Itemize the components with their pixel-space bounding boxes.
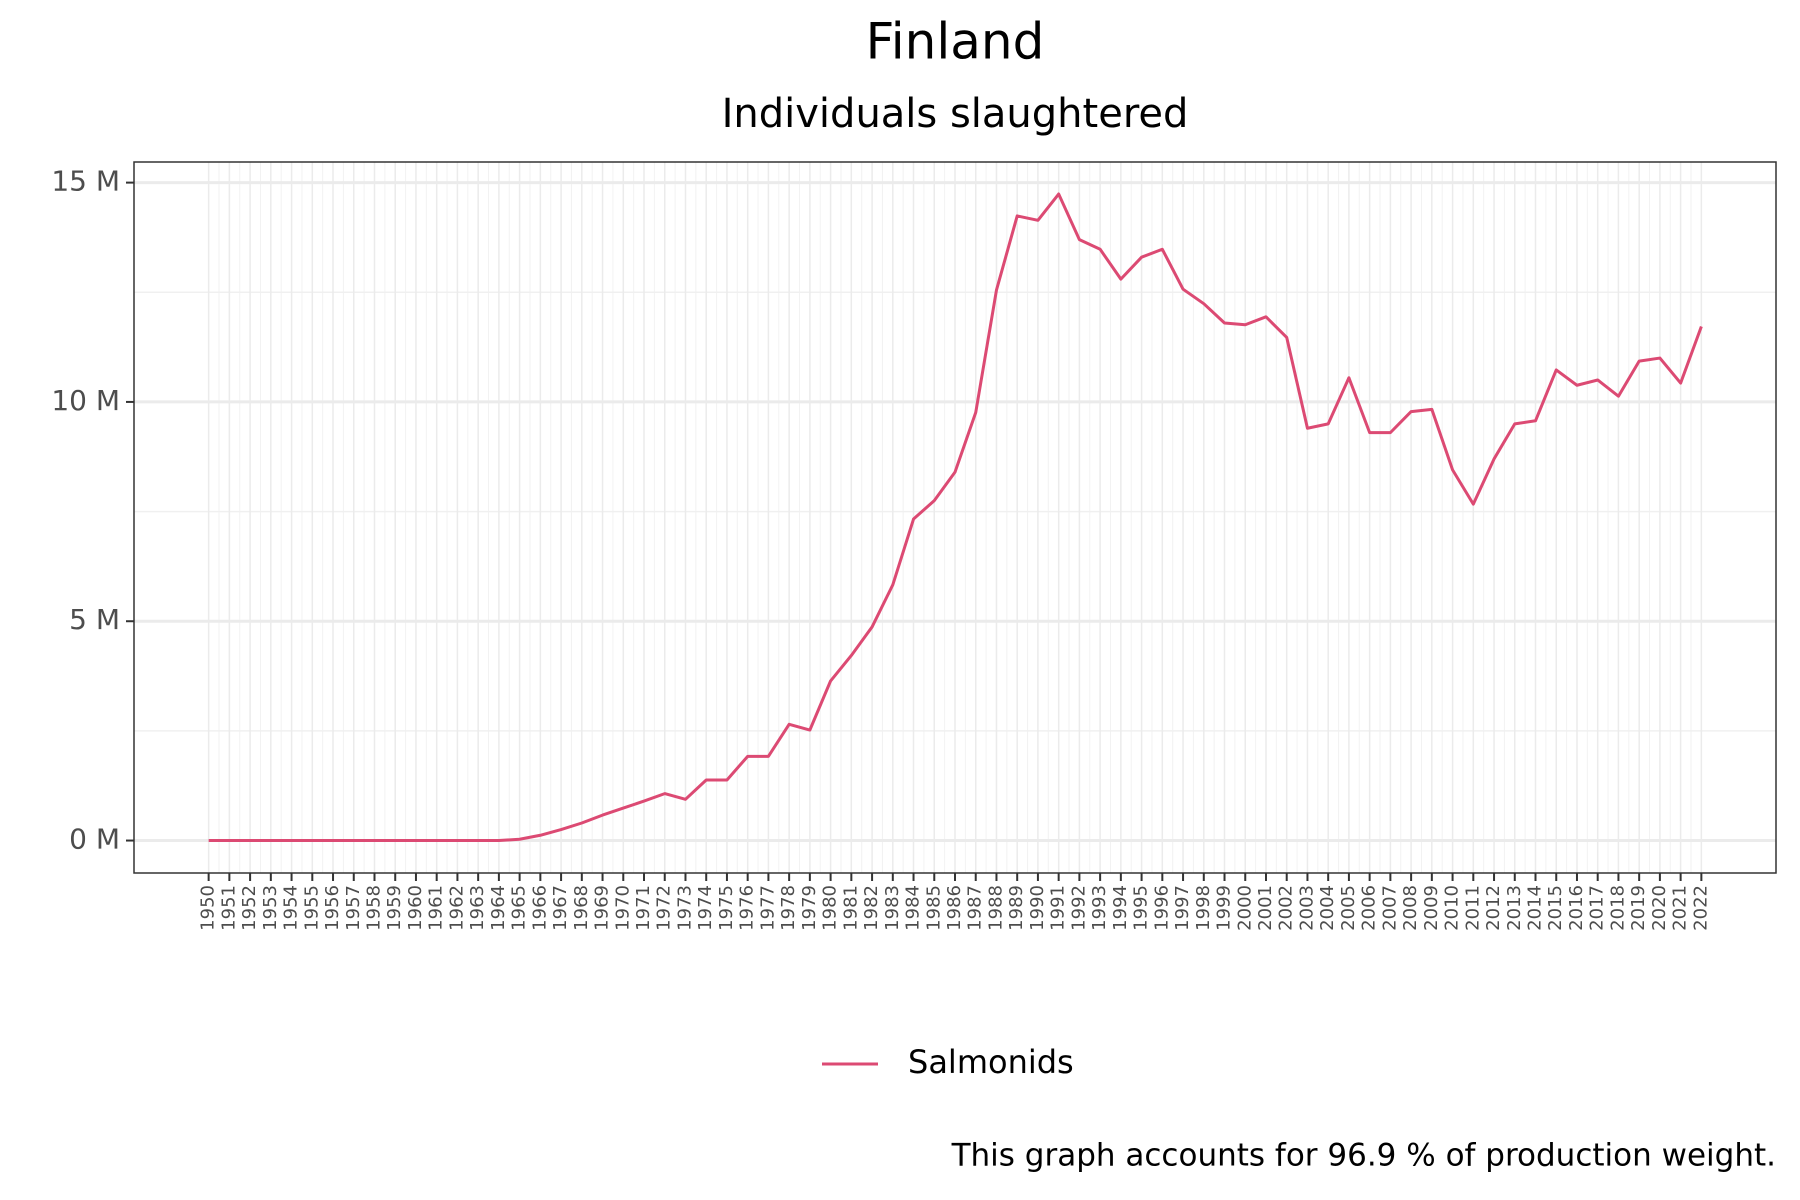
x-tick-label: 1992	[1068, 885, 1089, 931]
x-tick-label: 1976	[737, 885, 758, 931]
x-tick-label: 1972	[654, 885, 675, 931]
x-tick-label: 1960	[405, 885, 426, 931]
x-tick-label: 1989	[1006, 885, 1027, 931]
x-tick-label: 2008	[1400, 885, 1421, 931]
y-tick-label: 5 M	[69, 603, 120, 636]
chart-subtitle: Individuals slaughtered	[722, 91, 1189, 137]
x-tick-label: 1983	[882, 885, 903, 931]
line	[208, 192, 1703, 843]
y-tick-label: 15 M	[51, 165, 120, 198]
x-tick-label: 1962	[446, 885, 467, 931]
x-tick-label: 2001	[1255, 885, 1276, 931]
x-tick-label: 1988	[985, 885, 1006, 931]
x-tick-label: 1953	[260, 885, 281, 931]
x-tick-label: 1965	[509, 885, 530, 931]
x-tick-label: 2017	[1587, 885, 1608, 931]
x-tick-label: 1970	[612, 885, 633, 931]
x-tick-label: 2021	[1670, 885, 1691, 931]
x-tick-label: 1979	[799, 885, 820, 931]
x-tick-label: 1951	[218, 885, 239, 931]
x-tick-label: 2018	[1607, 885, 1628, 931]
x-tick-label: 1984	[903, 885, 924, 931]
x-tick-label: 1982	[861, 885, 882, 931]
y-tick-label: 10 M	[51, 384, 120, 417]
x-tick-label: 1964	[488, 885, 509, 931]
x-tick-label: 1955	[301, 885, 322, 931]
panel-border	[133, 161, 1777, 874]
x-tick-label: 1987	[965, 885, 986, 931]
x-tick-label: 2016	[1566, 885, 1587, 931]
x-tick-label: 1952	[239, 885, 260, 931]
x-tick-label: 1985	[923, 885, 944, 931]
x-tick-label: 2013	[1504, 885, 1525, 931]
x-tick-label: 2012	[1483, 885, 1504, 931]
x-tick-label: 2000	[1234, 885, 1255, 931]
x-tick-label: 2003	[1296, 885, 1317, 931]
x-tick-label: 2007	[1379, 885, 1400, 931]
x-tick-label: 1961	[426, 885, 447, 931]
x-tick-label: 2009	[1421, 885, 1442, 931]
x-tick-label: 2014	[1525, 885, 1546, 931]
chart-title: Finland	[866, 13, 1045, 71]
x-tick-label: 1963	[467, 885, 488, 931]
x-tick-label: 1990	[1027, 885, 1048, 931]
x-tick-label: 2002	[1276, 885, 1297, 931]
x-tick-label: 2022	[1690, 885, 1711, 931]
x-tick-label: 1958	[363, 885, 384, 931]
x-tick-label: 1996	[1151, 885, 1172, 931]
legend-label: Salmonids	[908, 1043, 1074, 1081]
x-tick-label: 1974	[695, 885, 716, 931]
x-tick-label: 2010	[1442, 885, 1463, 931]
caption: This graph accounts for 96.9 % of produc…	[951, 1138, 1776, 1174]
x-tick-label: 1950	[198, 885, 219, 931]
x-tick-label: 1957	[343, 885, 364, 931]
x-tick-label: 1975	[716, 885, 737, 931]
x-tick-label: 2019	[1628, 885, 1649, 931]
x-tick-label: 1956	[322, 885, 343, 931]
x-tick-label: 1978	[778, 885, 799, 931]
x-tick-label: 1999	[1214, 885, 1235, 931]
x-tick-label: 2005	[1338, 885, 1359, 931]
x-tick-label: 1971	[633, 885, 654, 931]
x-tick-label: 2015	[1545, 885, 1566, 931]
x-tick-label: 1998	[1193, 885, 1214, 931]
x-tick-label: 1995	[1131, 885, 1152, 931]
x-tick-label: 1994	[1110, 885, 1131, 931]
x-tick-label: 1959	[384, 885, 405, 931]
x-tick-label: 2004	[1317, 885, 1338, 931]
x-tick-label: 1981	[840, 885, 861, 931]
y-tick-label: 0 M	[69, 823, 120, 856]
x-tick-label: 1973	[674, 885, 695, 931]
x-tick-label: 1977	[757, 885, 778, 931]
x-tick-label: 1997	[1172, 885, 1193, 931]
x-tick-label: 2011	[1462, 885, 1483, 931]
x-tick-label: 1968	[571, 885, 592, 931]
x-tick-label: 1980	[820, 885, 841, 931]
x-tick-label: 1969	[592, 885, 613, 931]
x-tick-label: 1954	[281, 885, 302, 931]
x-tick-label: 1991	[1048, 885, 1069, 931]
x-tick-label: 1967	[550, 885, 571, 931]
x-tick-label: 2006	[1359, 885, 1380, 931]
x-tick-label: 2020	[1649, 885, 1670, 931]
x-tick-label: 1966	[529, 885, 550, 931]
x-tick-label: 1986	[944, 885, 965, 931]
x-tick-label: 1993	[1089, 885, 1110, 931]
